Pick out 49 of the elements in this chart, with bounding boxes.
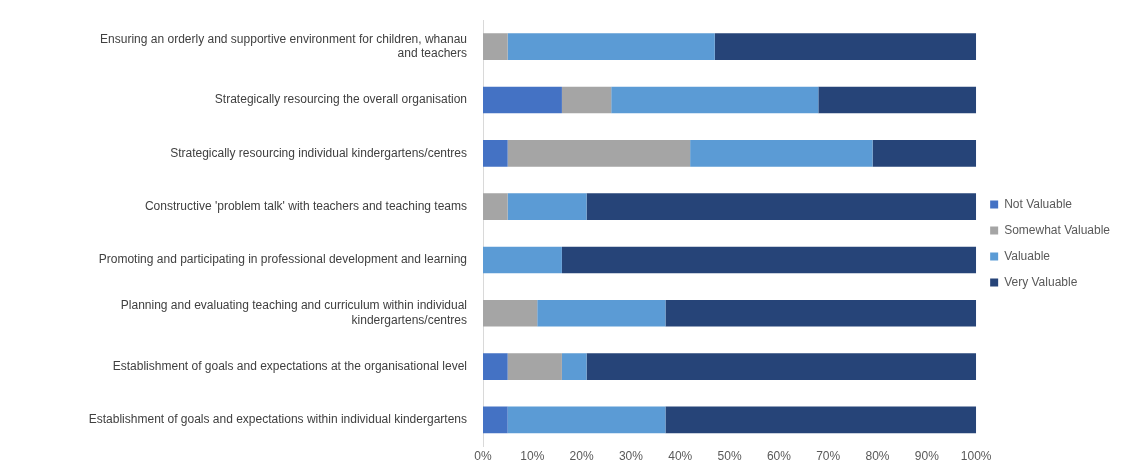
y-tick-label: Establishment of goals and expectations at the organisational level [112, 358, 467, 373]
x-tick-label: 50% [717, 449, 742, 464]
x-tick-label: 0% [474, 449, 492, 464]
y-tick-label: Planning and evaluating teaching and curriculum within individual kindergartens/centres [120, 298, 467, 327]
bar [483, 139, 508, 167]
bar [561, 353, 587, 380]
bar [483, 33, 508, 60]
legend-label: Valuable [1004, 248, 1051, 263]
x-tick-label: 70% [816, 449, 841, 464]
bar [872, 139, 977, 167]
bar [586, 193, 977, 220]
bar [507, 406, 666, 434]
legend-label: Not Valuable [1004, 196, 1073, 211]
y-tick-label: Promoting and participating in professional development and learning [98, 252, 467, 267]
bar [537, 299, 666, 327]
bar [507, 193, 587, 220]
bar [561, 246, 977, 274]
bar [586, 353, 977, 380]
bar [561, 86, 612, 114]
bar [483, 406, 508, 434]
y-tick-label: Constructive 'problem talk' with teachers and teaching teams [144, 198, 467, 213]
bar [818, 86, 977, 114]
bar [483, 193, 508, 220]
bar [665, 406, 977, 434]
x-tick-label: 20% [569, 449, 594, 464]
x-tick-label: 10% [520, 449, 545, 464]
bar [714, 33, 977, 60]
x-tick-label: 30% [618, 449, 644, 464]
bar [483, 299, 538, 327]
y-tick-label: Strategically resourcing individual kindergartens/centres [170, 145, 467, 160]
bar [507, 139, 691, 167]
x-tick-label: 90% [914, 449, 940, 464]
legend-label: Very Valuable [1004, 274, 1078, 289]
x-tick-label: 60% [766, 449, 792, 464]
bar [483, 353, 508, 380]
y-tick-label: Strategically resourcing the overall organisation [214, 92, 467, 107]
x-tick-label: 100% [960, 449, 992, 464]
y-tick-label: Establishment of goals and expectations within individual kindergartens [88, 412, 467, 427]
x-tick-label: 80% [865, 449, 890, 464]
bar [483, 86, 562, 114]
legend-label: Somewhat Valuable [1004, 222, 1111, 237]
bar [507, 353, 562, 380]
bar [690, 139, 873, 167]
bar [611, 86, 819, 114]
bar [665, 299, 977, 327]
bar [507, 33, 715, 60]
x-tick-label: 40% [668, 449, 693, 464]
y-tick-label: Ensuring an orderly and supportive environment for children, whanau and teachers [100, 31, 467, 61]
bar [483, 246, 562, 274]
